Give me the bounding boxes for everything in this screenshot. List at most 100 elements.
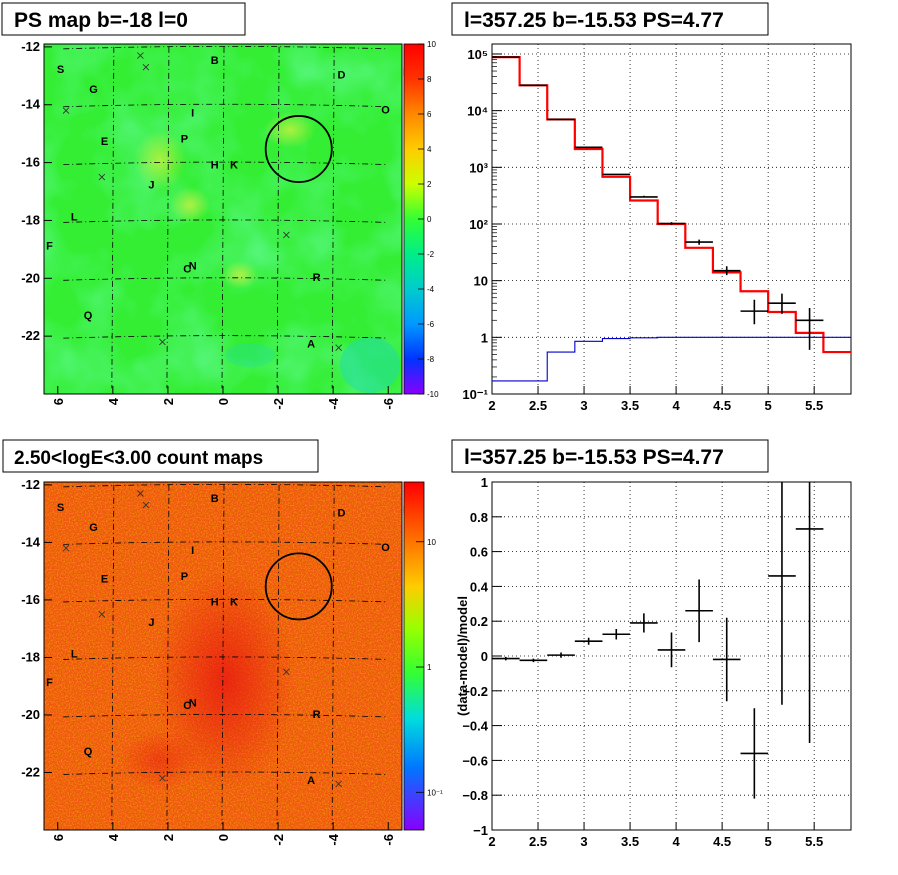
grid-line-lon: [111, 484, 115, 825]
colorbar-tick-label: -10: [427, 390, 439, 399]
y-tick-label: -14: [21, 534, 41, 549]
marker-cross: [142, 501, 150, 509]
grid-line-lon: [331, 484, 335, 825]
residual-plot-area: [492, 482, 824, 799]
grid-line-lon: [331, 46, 335, 389]
data-point: [740, 299, 769, 325]
marker-cross: [335, 780, 342, 788]
data-point: [602, 173, 631, 176]
region-label: L: [71, 648, 78, 660]
ps-map-colorbar-ticks: 10 8 6 4 2 0 -2 -4 -6 -8 -10: [418, 40, 439, 399]
x-tick-label: 0: [216, 398, 231, 405]
region-label: D: [337, 508, 345, 520]
y-tick-label: −0.6: [462, 753, 488, 768]
x-tick-label: 6: [51, 398, 66, 405]
data-point: [768, 293, 796, 314]
x-tick-label: 6: [51, 834, 66, 841]
residual-point: [519, 658, 548, 663]
y-tick-label: 0.2: [470, 614, 488, 629]
grid-line-lat: [63, 771, 389, 775]
region-label: F: [46, 677, 53, 689]
colorbar-tick-label: 0: [427, 215, 432, 224]
grid-line-lat: [63, 656, 389, 660]
grid-line-lat: [63, 103, 389, 108]
marker-cross: [159, 774, 166, 782]
y-tick-label: -16: [21, 592, 40, 607]
y-tick-label: -18: [21, 649, 40, 664]
region-label: O: [381, 104, 390, 116]
x-tick-label: 5: [765, 398, 772, 413]
region-label: O: [381, 542, 390, 554]
region-label: G: [89, 84, 98, 96]
region-label: S: [57, 502, 64, 514]
x-tick-label: 0: [216, 834, 231, 841]
region-label: N: [189, 261, 197, 273]
spectrum-panel: l=357.25 b=-15.53 PS=4.77 2 2.5 3 3.5 4 4.5 5 5…: [451, 2, 852, 413]
x-tick-label: 4.5: [713, 834, 731, 849]
marker-cross: [159, 338, 166, 346]
source-circle: [264, 115, 333, 183]
marker-cross: [283, 668, 290, 676]
count-map-panel: 2.50<logE<3.00 count maps SGBDMIOEPHKJLF…: [2, 439, 443, 846]
residual-point: [492, 656, 520, 661]
x-tick-label: 5.5: [805, 834, 823, 849]
ps-map-axes: -12 -14 -16 -18 -20 -22 6 4 2 0 -2 -4 -6: [21, 39, 396, 410]
y-tick-label: -20: [21, 270, 40, 285]
region-label: E: [101, 574, 108, 586]
residual-point: [574, 637, 603, 645]
residual-y-axis-label: (data-model)/model: [455, 596, 470, 716]
y-tick-label: -18: [21, 212, 40, 227]
x-tick-label: 2: [161, 398, 176, 405]
spectrum-title-box: [451, 2, 769, 36]
spectrum-axes: 2 2.5 3 3.5 4 4.5 5 5.5 10⁻¹ 1 10 10² 10³ 10⁴ 10⁵: [462, 47, 823, 413]
residual-title: l=357.25 b=-15.53 PS=4.77: [464, 446, 724, 469]
x-tick-label: 3: [580, 834, 587, 849]
count-map-grid: [62, 483, 389, 825]
y-tick-label: 0: [481, 649, 488, 664]
region-label: Q: [84, 310, 93, 322]
grid-line-lon: [276, 46, 280, 389]
count-map-title-box: [2, 439, 319, 473]
x-tick-label: -2: [271, 398, 286, 410]
marker-cross: [142, 63, 150, 71]
x-tick-label: 3: [580, 398, 587, 413]
grid-line-lon: [276, 484, 280, 825]
count-map-colorbar: [403, 481, 425, 831]
y-tick-label: 10⁵: [467, 47, 488, 62]
region-label: H: [211, 597, 219, 609]
x-tick-label: 2: [488, 398, 495, 413]
residual-point: [712, 617, 741, 702]
y-tick-label: -16: [21, 155, 40, 170]
x-tick-label: 4: [672, 834, 680, 849]
y-tick-label: −0.2: [462, 684, 488, 699]
x-tick-label: -6: [381, 834, 396, 846]
data-point: [712, 266, 741, 276]
colorbar-tick-label: -6: [427, 320, 435, 329]
x-tick-label: 5.5: [805, 398, 823, 413]
x-tick-label: 3.5: [621, 834, 639, 849]
grid-line-lon: [166, 484, 170, 825]
x-tick-label: 2.5: [529, 398, 547, 413]
ps-map-title: PS map b=-18 l=0: [14, 9, 188, 32]
grid-line-lat: [63, 541, 389, 545]
colorbar-tick-label: -8: [427, 355, 435, 364]
marker-cross: [98, 173, 106, 181]
data-point: [630, 195, 658, 198]
ps-map-title-box: [1, 2, 246, 36]
y-tick-label: 1: [481, 330, 488, 345]
grid-line-lat: [63, 45, 389, 50]
y-tick-label: 10⁻¹: [462, 387, 488, 402]
y-tick-label: 10⁴: [467, 104, 488, 119]
y-tick-label: 0.4: [470, 579, 489, 594]
region-label: F: [46, 240, 53, 252]
marker-cross: [137, 52, 144, 59]
x-tick-label: 4: [106, 833, 121, 841]
grid-line-lat: [63, 277, 389, 281]
y-tick-label: 1: [481, 475, 488, 490]
x-tick-label: 2: [488, 834, 495, 849]
region-label: K: [230, 159, 238, 171]
marker-cross: [283, 231, 290, 239]
x-tick-label: 4.5: [713, 398, 731, 413]
residual-axes: 2 2.5 3 3.5 4 4.5 5 5.5 −1 −0.8 −0.6 −0.4 −0.2 0 0.2 0.…: [462, 475, 823, 849]
region-label: P: [181, 133, 188, 145]
